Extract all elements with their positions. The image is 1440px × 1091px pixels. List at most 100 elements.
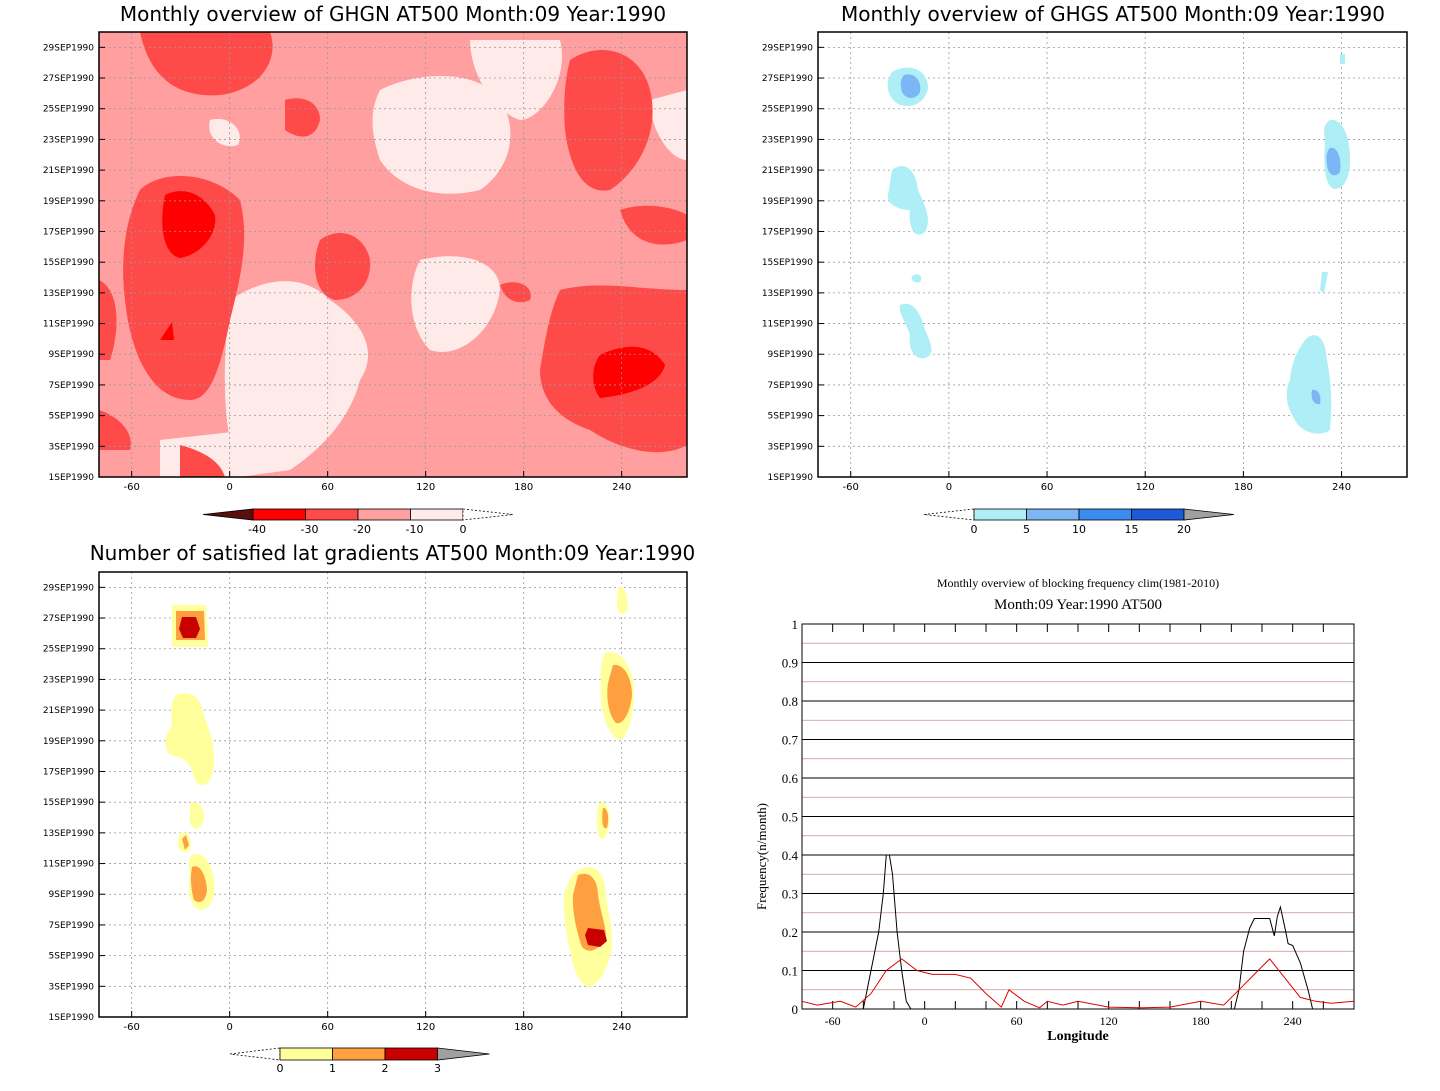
latgrad-colorbar-swatch <box>384 1047 438 1061</box>
line-chart-title: Monthly overview of blocking frequency c… <box>936 576 1220 590</box>
latgrad-contour-1 <box>182 835 189 850</box>
ghgs-x-tick-label: 0 <box>946 482 952 493</box>
panel-title-latgrad: Number of satisfied lat gradients AT500 … <box>89 541 696 565</box>
line-y-tick-label: 0.8 <box>782 694 798 709</box>
line-y-tick-label: 0.4 <box>782 848 799 863</box>
ghgs-y-tick-label: 21SEP1990 <box>762 166 813 176</box>
ghgn-y-tick-label: 13SEP1990 <box>43 289 94 299</box>
ghgs-colorbar-label: 20 <box>1177 523 1191 536</box>
latgrad-y-tick-label: 9SEP1990 <box>49 890 95 900</box>
ghgs-y-tick-label: 27SEP1990 <box>762 74 813 84</box>
latgrad-contour-0 <box>165 693 215 785</box>
ghgs-y-tick-label: 1SEP1990 <box>768 473 814 483</box>
ghgn-contour-0 <box>209 119 240 147</box>
ghgn-y-tick-label: 25SEP1990 <box>43 105 94 115</box>
ghgn-x-tick-label: 0 <box>226 482 232 493</box>
ghgn-colorbar-swatch <box>305 508 359 521</box>
ghgn-y-tick-label: 9SEP1990 <box>49 350 95 360</box>
ghgn-y-tick-label: 11SEP1990 <box>43 320 94 330</box>
ghgn-y-tick-label: 5SEP1990 <box>49 412 95 422</box>
ghgn-contour-minus20 <box>564 50 653 191</box>
ghgs-colorbar-swatch <box>1078 508 1132 521</box>
ghgs-contour-0 <box>887 166 928 235</box>
ghgn-contour-minus30 <box>160 322 174 340</box>
ghgs-colorbar-left-arrow <box>923 508 975 521</box>
heatmap-latgrad: -60 0 60 120 180 2401SEP19903SEP19905SEP19907… <box>43 571 688 1075</box>
ghgs-x-tick-label: -60 <box>843 482 859 493</box>
latgrad-x-tick-label: 180 <box>514 1022 533 1033</box>
latgrad-colorbar-label: 3 <box>434 1062 441 1075</box>
latgrad-x-tick-label: 120 <box>416 1022 435 1033</box>
line-y-tick-label: 0 <box>792 1002 799 1017</box>
ghgn-contour-0 <box>224 281 369 477</box>
latgrad-contour-0 <box>190 802 204 829</box>
ghgn-colorbar-label: -10 <box>406 523 424 536</box>
ghgn-y-tick-label: 1SEP1990 <box>49 473 95 483</box>
line-y-tick-label: 0.2 <box>782 925 798 940</box>
ghgn-contour-minus20 <box>99 410 131 450</box>
ghgn-contour-minus20 <box>123 176 245 400</box>
ghgs-frame <box>817 31 1408 478</box>
ghgn-contour-minus20 <box>315 232 371 300</box>
ghgn-contour-minus20 <box>140 32 273 96</box>
ghgn-colorbar-label: -40 <box>248 523 266 536</box>
ghgs-contour-5 <box>1326 147 1341 176</box>
ghgn-y-tick-label: 29SEP1990 <box>43 43 94 53</box>
panel-title-ghgs: Monthly overview of GHGS AT500 Month:09 … <box>841 2 1385 26</box>
line-chart: -60 0 60 120 180 240 0 0.1 0.2 0.3 0.4 0.5 0.6 0.7 0.8… <box>754 617 1355 1044</box>
latgrad-contour-1 <box>190 866 207 903</box>
panel-title-ghgn: Monthly overview of GHGN AT500 Month:09 … <box>119 2 667 26</box>
ghgs-y-tick-label: 17SEP1990 <box>762 227 813 237</box>
ghgs-y-tick-label: 13SEP1990 <box>762 289 813 299</box>
latgrad-x-tick-label: 60 <box>321 1022 334 1033</box>
ghgn-y-tick-label: 19SEP1990 <box>43 197 94 207</box>
observed-series-atlantic <box>802 854 1354 1010</box>
ghgs-contour-0 <box>899 303 932 359</box>
line-x-tick-label: 0 <box>922 1014 928 1028</box>
ghgn-contour-minus30 <box>593 346 665 398</box>
latgrad-y-tick-label: 17SEP1990 <box>43 767 94 777</box>
heatmap-ghgs: -60 0 60 120 180 240 1SEP1990 3SEP1990 5SEP1990 7… <box>762 31 1408 536</box>
ghgs-colorbar-label: 5 <box>1023 523 1030 536</box>
heatmap-ghgn: -60 0 60 120 180 240 1SEP1990 3SEP1990 5SEP1990 7… <box>43 31 688 536</box>
latgrad-y-tick-label: 21SEP1990 <box>43 706 94 716</box>
latgrad-y-tick-label: 25SEP1990 <box>43 645 94 655</box>
latgrad-colorbar-label: 2 <box>382 1062 389 1075</box>
ghgn-x-tick-label: 240 <box>612 482 631 493</box>
ghgn-x-tick-label: 60 <box>321 482 334 493</box>
ghgn-contour-minus20 <box>180 445 225 477</box>
ghgn-colorbar-right-arrow <box>462 508 514 521</box>
ghgs-x-tick-label: 60 <box>1041 482 1054 493</box>
ghgn-colorbar-label: -20 <box>353 523 371 536</box>
ghgn-contour-0 <box>650 90 687 160</box>
ghgn-colorbar-swatch <box>252 508 306 521</box>
ghgs-y-tick-label: 5SEP1990 <box>768 412 814 422</box>
ghgs-y-tick-label: 19SEP1990 <box>762 197 813 207</box>
ghgn-contour-minus20 <box>500 282 531 303</box>
ghgs-colorbar-right-arrow <box>1183 508 1235 521</box>
latgrad-contour-1 <box>607 664 632 724</box>
latgrad-colorbar-swatch <box>279 1047 333 1061</box>
ghgn-colorbar-label: -30 <box>301 523 319 536</box>
ghgs-contour-0 <box>1320 272 1328 293</box>
latgrad-y-tick-label: 5SEP1990 <box>49 952 95 962</box>
ghgs-colorbar-swatch <box>1026 508 1080 521</box>
latgrad-y-tick-label: 15SEP1990 <box>43 798 94 808</box>
line-x-tick-label: -60 <box>825 1014 841 1028</box>
latgrad-contour-1 <box>602 807 609 829</box>
ghgs-contour-5 <box>900 74 921 98</box>
ghgs-contour-5 <box>1311 389 1321 405</box>
latgrad-x-tick-label: 240 <box>612 1022 631 1033</box>
ghgs-y-tick-label: 7SEP1990 <box>768 381 814 391</box>
latgrad-contour-2 <box>585 928 607 947</box>
ghgn-colorbar-label: 0 <box>460 523 467 536</box>
ghgn-contour-0 <box>470 40 562 120</box>
latgrad-contour-0 <box>617 586 628 615</box>
line-y-axis-label: Frequency(n/month) <box>754 803 769 910</box>
ghgs-x-tick-label: 240 <box>1332 482 1351 493</box>
ghgs-y-tick-label: 23SEP1990 <box>762 135 813 145</box>
ghgn-y-tick-label: 7SEP1990 <box>49 381 95 391</box>
ghgn-contour-minus30 <box>162 191 216 258</box>
ghgs-y-tick-label: 25SEP1990 <box>762 105 813 115</box>
line-y-tick-label: 0.7 <box>782 733 799 748</box>
